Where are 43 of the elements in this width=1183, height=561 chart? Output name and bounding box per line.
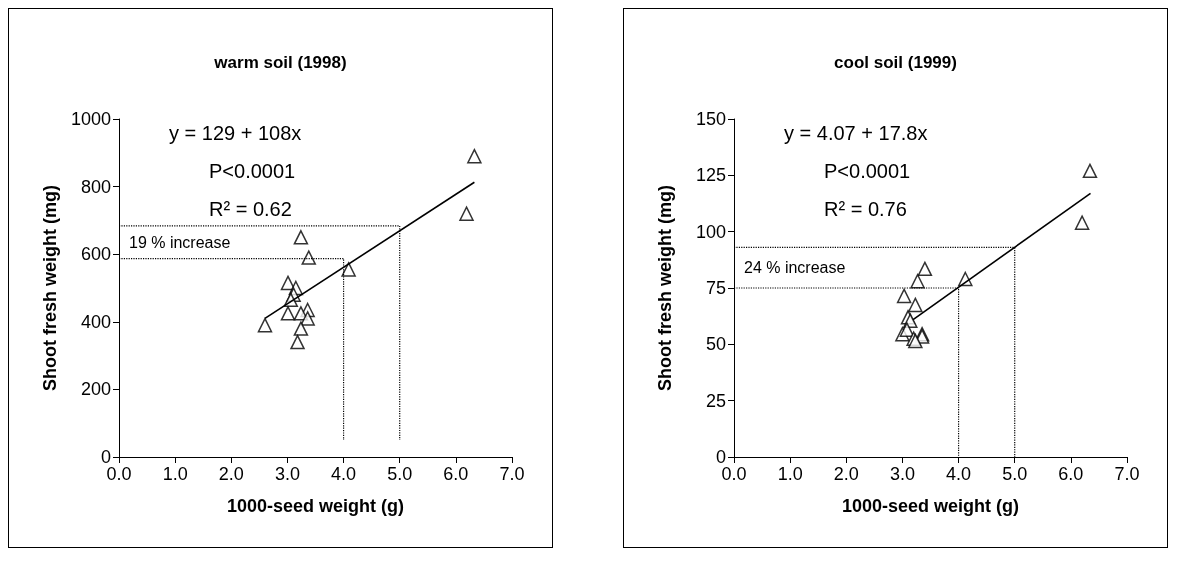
annotation: P<0.0001 [209,160,296,182]
x-axis-title: 1000-seed weight (g) [841,496,1020,516]
annotation: 19 % increase [129,233,231,251]
y-axis-title: Shoot fresh weight (mg) [40,185,60,391]
y-tick-label: 150 [695,109,726,129]
x-tick-label: 6.0 [1058,464,1084,484]
x-tick-label: 1.0 [777,464,803,484]
annotation: 24 % increase [744,259,846,277]
chart-title: cool soil (1999) [834,53,957,72]
y-tick-label: 75 [705,278,726,298]
x-tick-label: 3.0 [274,464,300,484]
annotation: y = 4.07 + 17.8x [784,122,928,144]
x-tick-label: 1.0 [162,464,188,484]
x-tick-label: 7.0 [1114,464,1140,484]
x-tick-label: 7.0 [499,464,525,484]
x-tick-label: 5.0 [1002,464,1028,484]
annotation: P<0.0001 [824,160,911,182]
y-tick-label: 0 [715,447,726,467]
y-tick-label: 200 [80,379,111,400]
x-axis-title: 1000-seed weight (g) [226,496,405,516]
x-tick-label: 2.0 [218,464,244,484]
y-axis-title: Shoot fresh weight (mg) [655,185,675,391]
chart-title: warm soil (1998) [213,53,347,72]
x-tick-label: 0.0 [106,464,132,484]
x-tick-label: 6.0 [443,464,469,484]
y-tick-label: 0 [100,447,111,467]
x-tick-label: 0.0 [721,464,747,484]
y-tick-label: 400 [80,311,111,332]
y-tick-label: 25 [705,390,726,411]
y-tick-label: 50 [705,334,726,355]
annotation: y = 129 + 108x [169,122,302,144]
annotation: R² = 0.62 [209,198,292,220]
x-tick-label: 4.0 [946,464,972,484]
y-tick-label: 100 [695,221,726,242]
y-tick-label: 125 [695,165,726,186]
annotation: R² = 0.76 [824,198,907,220]
x-tick-label: 5.0 [387,464,413,484]
y-tick-label: 1000 [70,109,111,129]
x-tick-label: 2.0 [833,464,859,484]
x-tick-label: 3.0 [889,464,915,484]
y-tick-label: 600 [80,244,111,265]
x-tick-label: 4.0 [331,464,357,484]
y-tick-label: 800 [80,176,111,197]
